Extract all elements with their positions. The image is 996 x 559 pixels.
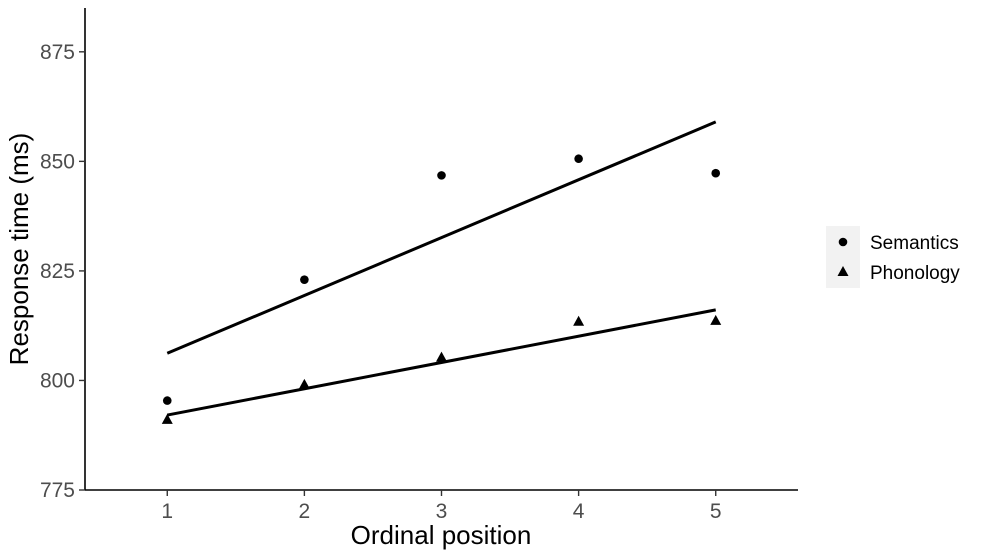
x-tick-label: 4 [573, 500, 585, 523]
x-tick-label: 2 [299, 500, 311, 523]
phonology-point [436, 351, 447, 362]
y-tick-label: 850 [40, 150, 75, 173]
legend-semantics-marker [838, 237, 848, 247]
y-tick-label: 775 [40, 479, 75, 502]
plot-panel [84, 8, 798, 491]
y-axis-ticks: 775 800 825 850 875 [40, 41, 85, 502]
x-axis-title: Ordinal position [351, 520, 532, 550]
legend-key-background [826, 226, 860, 288]
legend-phonology-marker [837, 266, 849, 276]
data-points [161, 154, 722, 424]
phonology-point [710, 314, 722, 325]
legend-semantics-label: Semantics [870, 233, 959, 254]
y-tick-label: 875 [40, 41, 75, 64]
semantics-point [162, 396, 172, 405]
y-axis-title: Response time (ms) [4, 133, 34, 366]
phonology-point [573, 315, 585, 326]
x-tick-label: 5 [710, 500, 722, 523]
y-tick-label: 825 [40, 260, 75, 283]
phonology-fit-line [166, 308, 717, 417]
x-tick-label: 1 [161, 500, 173, 523]
semantics-point [574, 154, 583, 164]
phonology-point [161, 413, 173, 424]
semantics-point [437, 171, 446, 180]
fit-lines [166, 120, 717, 417]
legend: Semantics Phonology [826, 226, 960, 288]
y-tick-label: 800 [40, 369, 75, 392]
semantics-fit-line [166, 120, 717, 355]
phonology-point [298, 378, 310, 389]
semantics-point [711, 168, 721, 178]
semantics-point [300, 275, 309, 284]
legend-phonology-label: Phonology [870, 263, 960, 284]
x-tick-label: 3 [436, 500, 448, 523]
x-axis-ticks: 1 2 3 4 5 [161, 490, 722, 523]
